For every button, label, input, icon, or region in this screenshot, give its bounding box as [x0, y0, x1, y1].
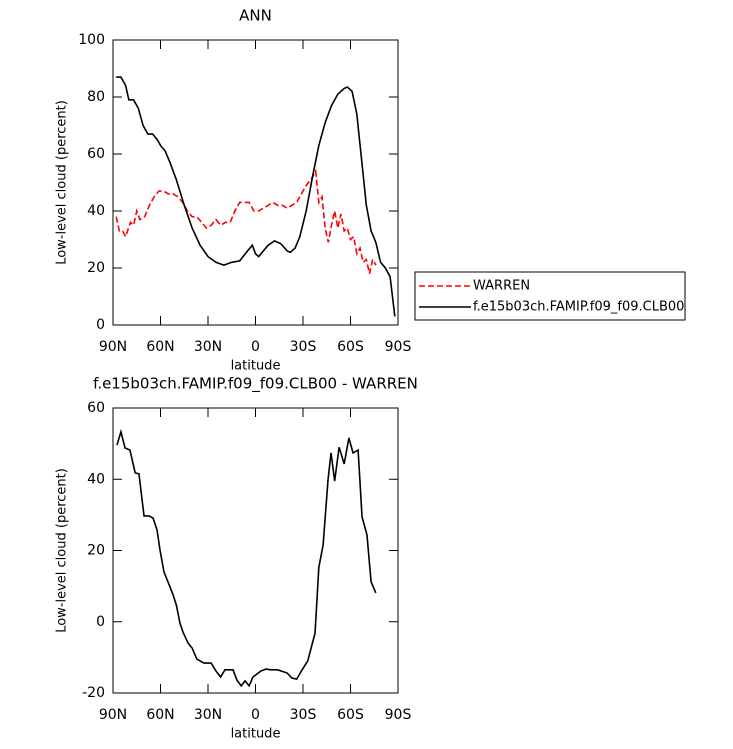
x-tick-label: 30S [290, 339, 317, 355]
legend-label: WARREN [473, 279, 530, 294]
x-tick-label: 30S [290, 707, 317, 723]
x-axis-label: latitude [231, 359, 281, 374]
legend-label: f.e15b03ch.FAMIP.f09_f09.CLB00 [473, 300, 684, 315]
x-axis-label: latitude [231, 727, 281, 742]
x-tick-label: 0 [251, 339, 260, 355]
y-tick-label: -20 [82, 685, 105, 701]
x-tick-label: 60S [337, 339, 364, 355]
y-tick-label: 40 [87, 203, 105, 219]
y-tick-label: 60 [87, 146, 105, 162]
y-axis-label: Low-level cloud (percent) [55, 100, 70, 265]
data-line [116, 76, 396, 317]
y-tick-label: 40 [87, 471, 105, 487]
x-tick-label: 30N [194, 339, 222, 355]
x-tick-label: 60N [146, 339, 174, 355]
y-tick-label: 100 [78, 32, 105, 48]
plot-frame [112, 39, 399, 326]
data-line [116, 428, 377, 688]
x-tick-label: 60S [337, 707, 364, 723]
data-line [115, 168, 377, 274]
y-tick-label: 20 [87, 543, 105, 559]
x-tick-label: 90S [385, 707, 412, 723]
chart-title: ANN [239, 7, 272, 25]
y-tick-label: 80 [87, 89, 105, 105]
x-tick-label: 90S [385, 339, 412, 355]
x-tick-label: 90N [99, 339, 127, 355]
legend-box [414, 271, 686, 321]
x-tick-label: 0 [251, 707, 260, 723]
x-tick-label: 90N [99, 707, 127, 723]
chart-title: f.e15b03ch.FAMIP.f09_f09.CLB00 - WARREN [93, 375, 418, 394]
y-tick-label: 20 [87, 260, 105, 276]
y-tick-label: 60 [87, 400, 105, 416]
y-tick-label: 0 [96, 614, 105, 630]
y-axis-label: Low-level cloud (percent) [55, 468, 70, 633]
x-tick-label: 60N [146, 707, 174, 723]
y-tick-label: 0 [96, 317, 105, 333]
x-tick-label: 30N [194, 707, 222, 723]
